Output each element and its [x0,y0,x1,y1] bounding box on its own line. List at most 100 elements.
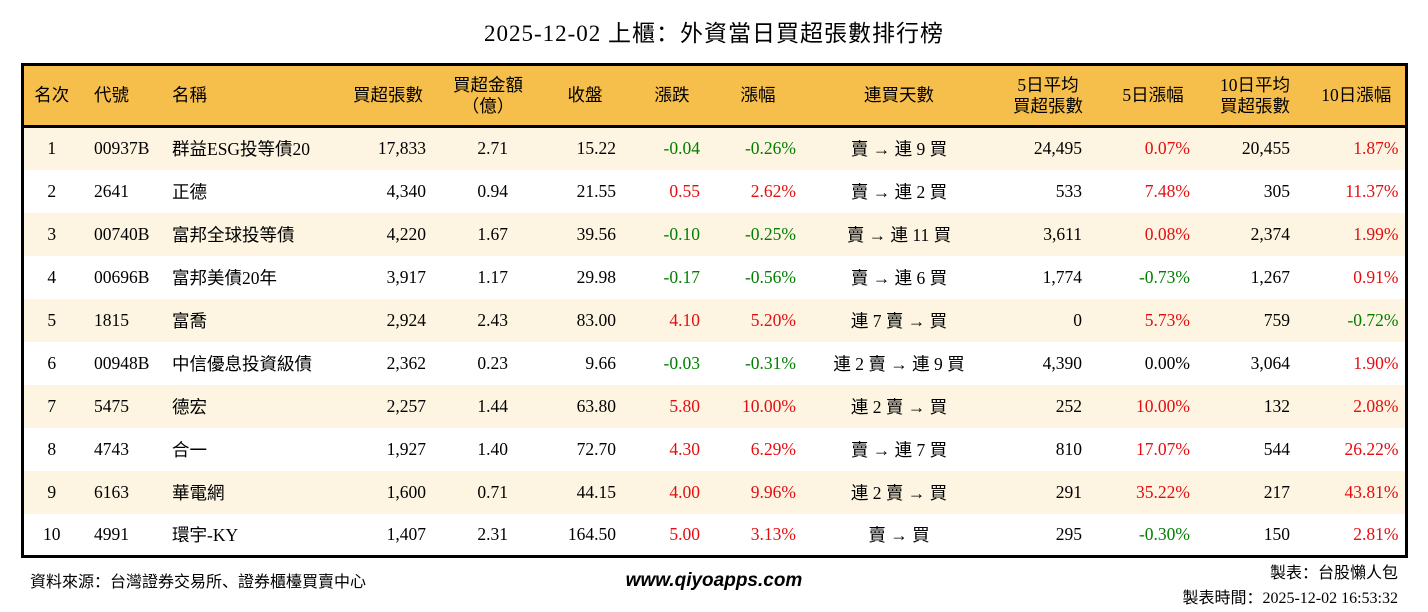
cell-change-percent: 6.29% [750,438,796,459]
table-row: 8 4743 合一 1,927 1.40 72.70 4.30 6.29% 賣 … [22,427,1406,471]
cell-buy-volume: 1,407 [386,523,426,544]
cell-10day-percent: 1.99% [1353,223,1399,244]
cell-10day-percent: -0.72% [1347,309,1399,330]
cell-10day-percent: 2.81% [1353,523,1399,544]
cell-rank: 5 [47,309,57,330]
cell-change-percent: -0.25% [744,223,796,244]
cell-close-price: 63.80 [576,395,616,416]
table-row: 1 00937B 群益ESG投等債20 17,833 2.71 15.22 -0… [22,126,1406,170]
col-header-change: 漲跌 [634,64,710,128]
cell-5day-percent: 5.73% [1144,309,1190,330]
cell-change-percent: 9.96% [750,481,796,502]
cell-close-price: 44.15 [576,481,616,502]
cell-change-percent: 2.62% [750,180,796,201]
cell-avg5-volume: 1,774 [1042,266,1082,287]
cell-price-change: -0.04 [663,138,700,159]
cell-10day-percent: 1.90% [1353,352,1399,373]
cell-close-price: 15.22 [576,138,616,159]
cell-change-percent: 5.20% [750,309,796,330]
cell-buy-volume: 17,833 [377,138,426,159]
header-row: 名次 代號 名稱 買超張數 買超金額 （億） 收盤 漲跌 漲幅 連買天數 5日平… [22,64,1406,128]
cell-buy-streak: 賣 → 買 [868,524,930,545]
cell-stock-code: 2641 [94,180,129,201]
cell-avg5-volume: 295 [1055,523,1082,544]
cell-avg5-volume: 810 [1055,438,1082,459]
cell-change-percent: -0.31% [744,352,796,373]
cell-buy-amount: 0.71 [477,481,508,502]
cell-close-price: 29.98 [576,266,616,287]
cell-rank: 9 [47,481,57,502]
cell-5day-percent: -0.30% [1138,523,1190,544]
cell-5day-percent: 17.07% [1136,438,1190,459]
cell-10day-percent: 2.08% [1353,395,1399,416]
cell-price-change: -0.17 [663,266,700,287]
cell-price-change: 4.30 [669,438,700,459]
cell-avg5-volume: 533 [1055,180,1082,201]
col-header-buy-streak: 連買天數 [806,64,992,128]
data-source-text: 資料來源：台灣證券交易所、證券櫃檯買賣中心 [30,574,367,591]
cell-stock-name: 富喬 [172,310,207,331]
cell-stock-name: 正德 [172,181,207,202]
cell-buy-amount: 1.40 [477,438,508,459]
cell-10day-percent: 0.91% [1353,266,1399,287]
cell-stock-name: 華電網 [172,482,225,503]
cell-close-price: 72.70 [576,438,616,459]
cell-buy-volume: 2,257 [386,395,426,416]
cell-buy-amount: 1.67 [477,223,508,244]
cell-5day-percent: -0.73% [1138,266,1190,287]
cell-avg10-volume: 2,374 [1250,223,1290,244]
cell-buy-streak: 賣 → 連 7 買 [850,439,948,460]
cell-close-price: 9.66 [585,352,616,373]
cell-rank: 6 [47,352,57,373]
cell-avg5-volume: 3,611 [1043,223,1082,244]
table-body: 1 00937B 群益ESG投等債20 17,833 2.71 15.22 -0… [22,126,1406,557]
cell-5day-percent: 7.48% [1144,180,1190,201]
cell-5day-percent: 0.08% [1144,223,1190,244]
cell-buy-volume: 2,924 [386,309,426,330]
cell-buy-volume: 2,362 [386,352,426,373]
report-credit: 製表：台股懶人包 製表時間：2025-12-02 16:53:32 [802,562,1398,612]
col-header-change-percent: 漲幅 [710,64,806,128]
cell-close-price: 83.00 [576,309,616,330]
cell-10day-percent: 26.22% [1344,438,1399,459]
cell-stock-name: 合一 [172,439,207,460]
cell-avg10-volume: 305 [1263,180,1290,201]
cell-price-change: -0.10 [663,223,700,244]
table-row: 2 2641 正德 4,340 0.94 21.55 0.55 2.62% 賣 … [22,169,1406,213]
col-header-name: 名稱 [164,64,336,128]
col-header-5day-percent: 5日漲幅 [1104,64,1202,128]
cell-rank: 10 [43,523,61,544]
cell-buy-streak: 賣 → 連 6 買 [850,267,948,288]
cell-stock-code: 4743 [94,438,129,459]
cell-stock-name: 富邦全球投等債 [172,224,295,245]
cell-avg5-volume: 291 [1055,481,1082,502]
cell-price-change: -0.03 [663,352,700,373]
cell-buy-streak: 賣 → 連 9 買 [850,139,948,160]
table-row: 5 1815 富喬 2,924 2.43 83.00 4.10 5.20% 連 … [22,298,1406,342]
cell-stock-name: 富邦美債20年 [172,267,277,288]
cell-rank: 2 [47,180,57,201]
cell-buy-amount: 1.17 [477,266,508,287]
cell-buy-volume: 1,600 [386,481,426,502]
cell-buy-volume: 3,917 [386,266,426,287]
col-header-rank: 名次 [22,64,80,128]
table-row: 7 5475 德宏 2,257 1.44 63.80 5.80 10.00% 連… [22,384,1406,428]
page-title: 2025-12-02 上櫃：外資當日買超張數排行榜 [483,21,945,46]
table-row: 10 4991 環宇-KY 1,407 2.31 164.50 5.00 3.1… [22,513,1406,557]
cell-stock-code: 00740B [94,223,150,244]
footer: 資料來源：台灣證券交易所、證券櫃檯買賣中心 www.qiyoapps.com 製… [30,562,1398,612]
col-header-buy-amount: 買超金額 （億） [440,64,536,128]
cell-buy-streak: 賣 → 連 2 買 [850,181,948,202]
cell-5day-percent: 0.00% [1144,352,1190,373]
report-time-text: 製表時間：2025-12-02 16:53:32 [1182,589,1399,607]
cell-10day-percent: 43.81% [1344,481,1399,502]
col-header-close: 收盤 [536,64,634,128]
cell-avg10-volume: 759 [1263,309,1290,330]
col-header-buy-volume: 買超張數 [336,64,440,128]
cell-change-percent: 10.00% [742,395,796,416]
cell-rank: 4 [47,266,57,287]
cell-close-price: 39.56 [576,223,616,244]
cell-rank: 7 [47,395,57,416]
cell-avg10-volume: 1,267 [1250,266,1290,287]
